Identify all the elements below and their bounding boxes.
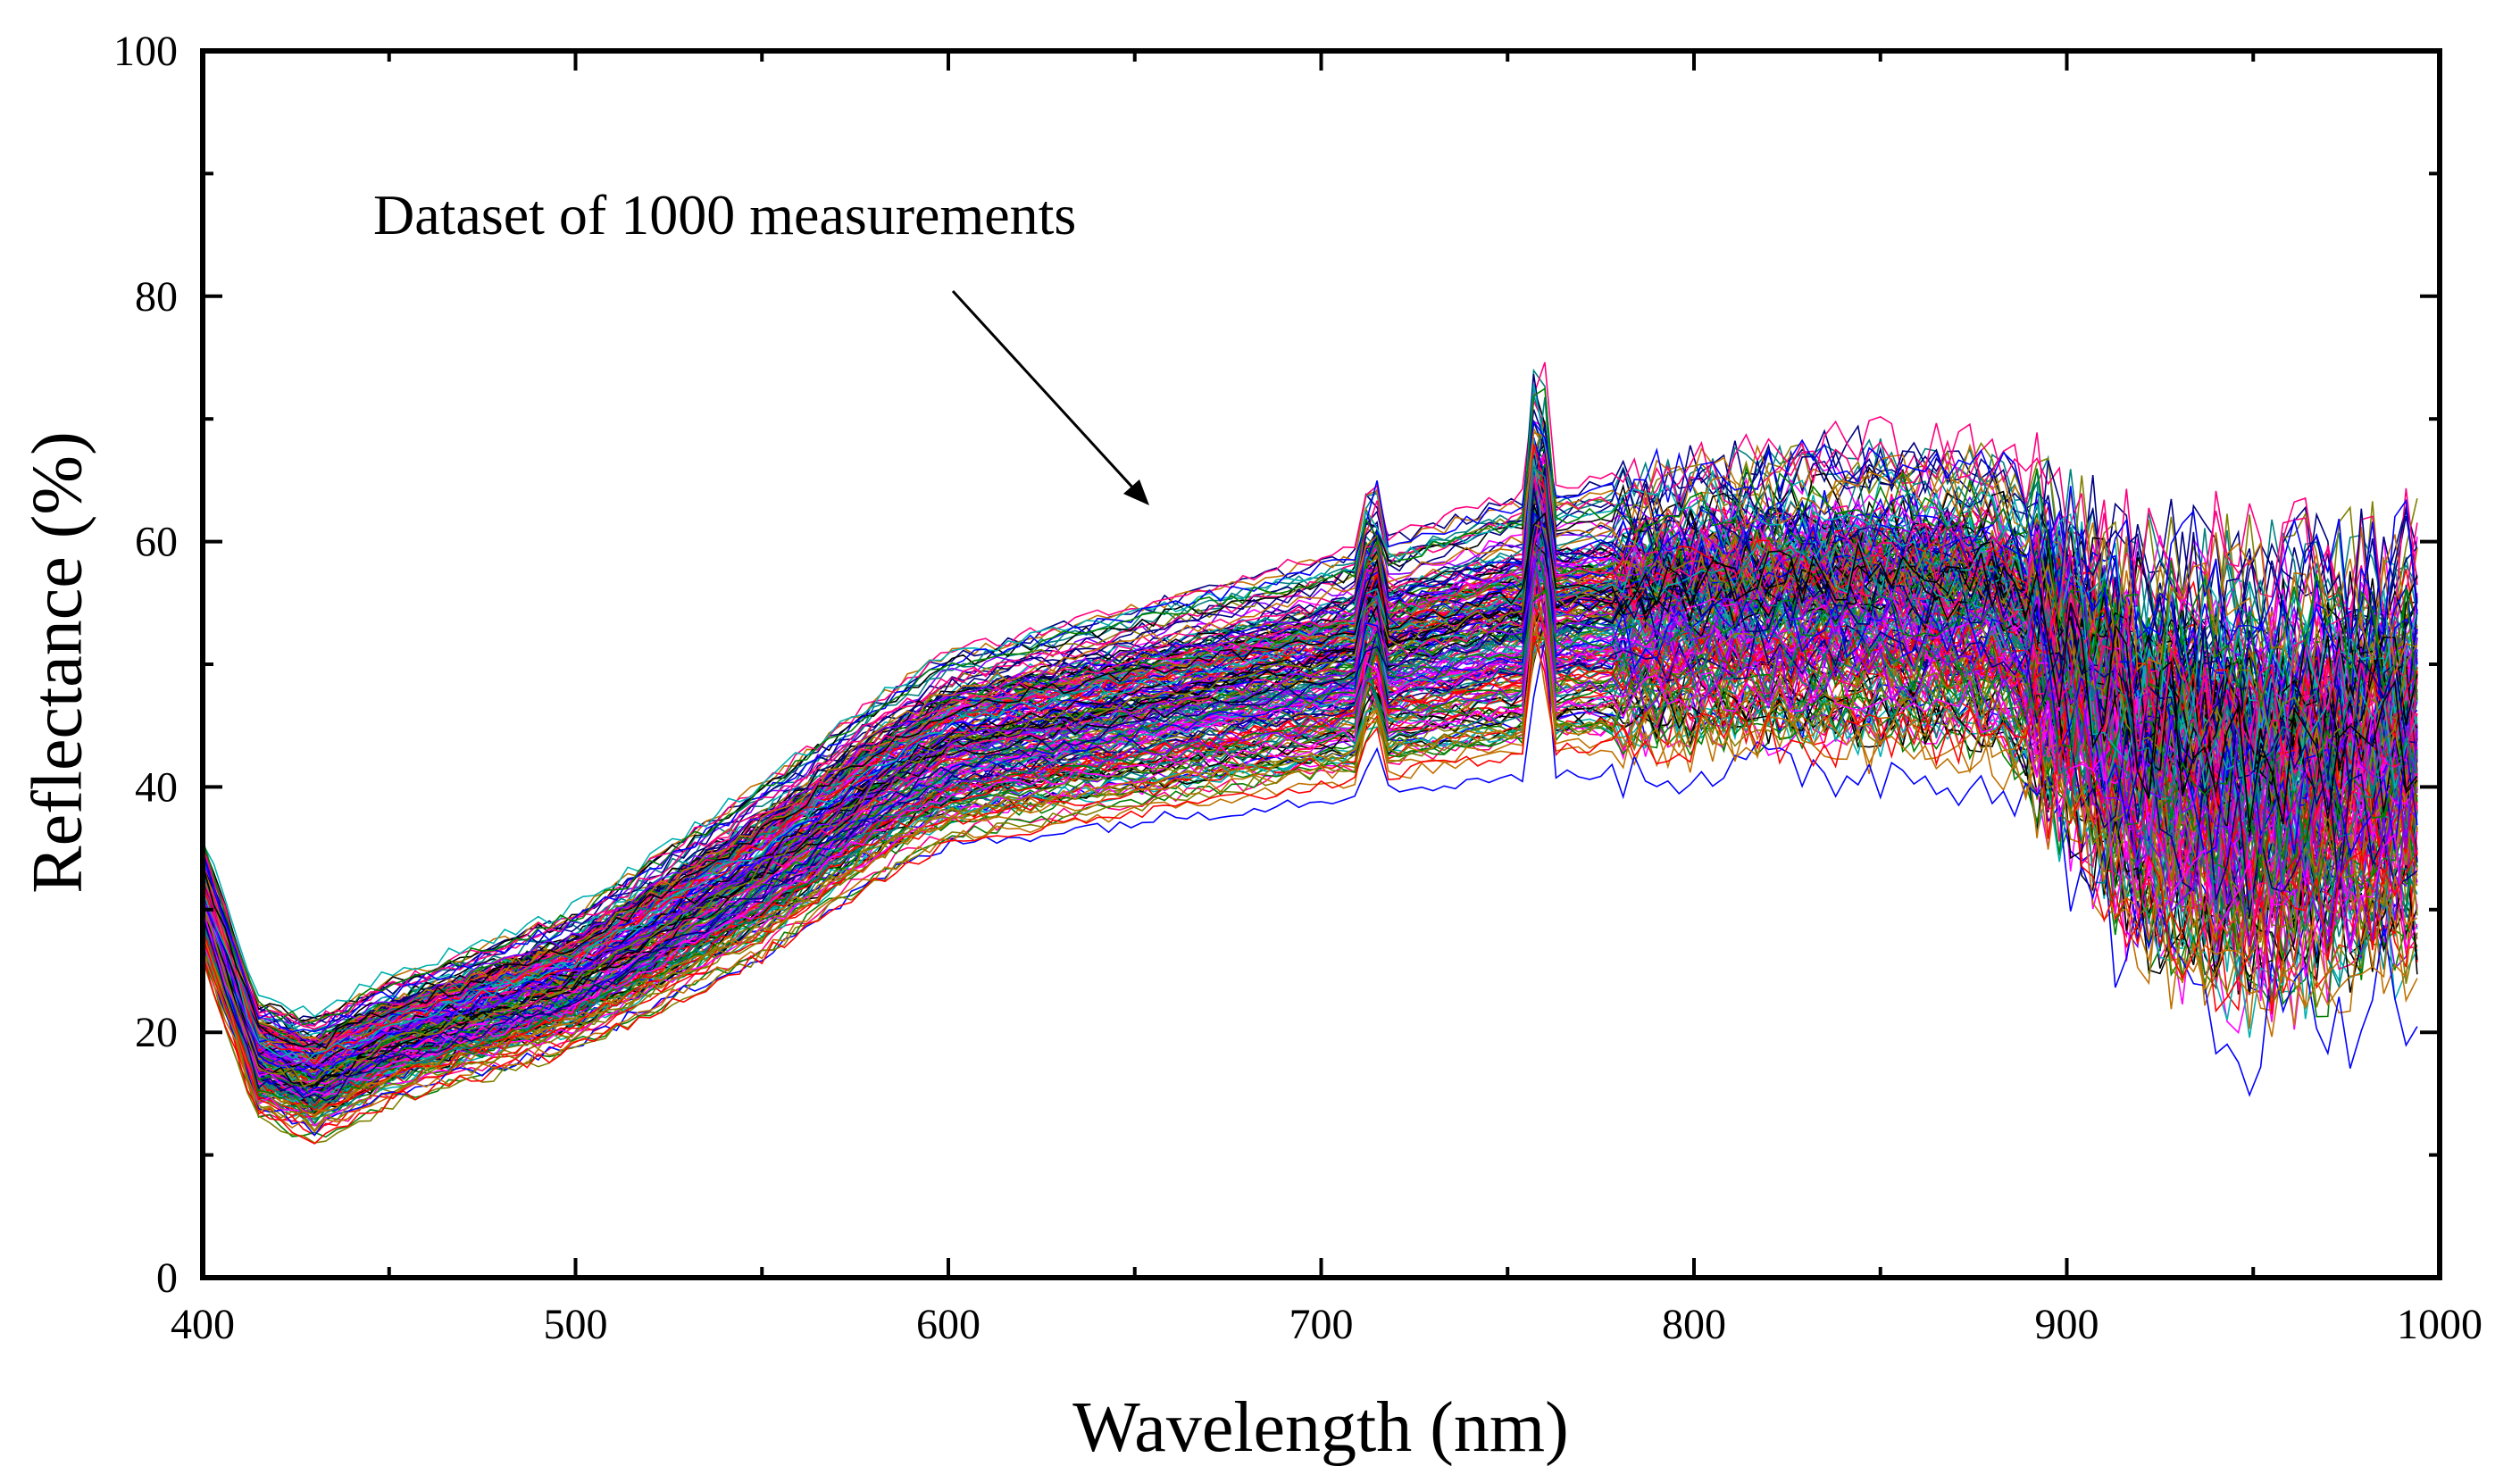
spectrum-line [202,492,2418,1090]
spectrum-line [202,593,2418,1099]
spectra-series-group [202,362,2418,1145]
spectrum-line [202,487,2418,1071]
x-tick-label: 1000 [2397,1301,2482,1348]
y-axis-title: Reflectance (%) [18,431,96,893]
spectrum-line [202,461,2418,1045]
y-tick-label: 20 [135,1009,178,1056]
spectrum-line [202,632,2418,1144]
spectrum-line [202,419,2418,1033]
spectrum-line [202,504,2418,1090]
annotation-text: Dataset of 1000 measurements [373,183,1076,246]
spectrum-line [202,488,2418,1102]
axis-ticks [201,49,2441,1279]
spectrum-line [202,465,2418,1048]
spectrum-line [202,534,2418,1082]
spectrum-line [202,468,2418,1041]
spectrum-line [202,637,2418,1138]
spectrum-line [202,504,2418,1067]
spectrum-line [202,605,2418,1118]
spectrum-line [202,554,2418,1093]
y-tick-label: 0 [156,1254,178,1302]
tick-labels: 400 500 600 700 800 900 1000 0 20 40 60 80 100 [113,28,2482,1348]
x-axis-title: Wavelength (nm) [1072,1388,1569,1467]
spectrum-line [202,387,2418,1022]
y-tick-label: 80 [135,273,178,321]
spectrum-line [202,523,2418,1087]
spectrum-line [202,387,2418,1026]
spectrum-line [202,502,2418,1080]
spectrum-line [202,431,2418,1053]
annotation-arrow [951,289,1138,493]
spectrum-line [202,596,2418,1116]
spectrum-line [202,635,2418,1145]
x-tick-label: 400 [171,1301,235,1348]
y-tick-label: 40 [135,763,178,811]
x-tick-label: 900 [2035,1301,2099,1348]
annotation-arrowhead [1123,479,1149,505]
spectrum-line [202,512,2418,1049]
spectrum-line [202,373,2418,1057]
y-tick-label: 100 [113,28,178,75]
x-tick-label: 500 [544,1301,608,1348]
spectrum-line [202,424,2418,1049]
x-tick-label: 700 [1289,1301,1354,1348]
spectrum-line [202,511,2418,1096]
spectrum-line [202,612,2418,1133]
x-tick-label: 600 [916,1301,980,1348]
y-tick-label: 60 [135,519,178,566]
spectrum-line [202,519,2418,1101]
x-tick-label: 800 [1662,1301,1726,1348]
